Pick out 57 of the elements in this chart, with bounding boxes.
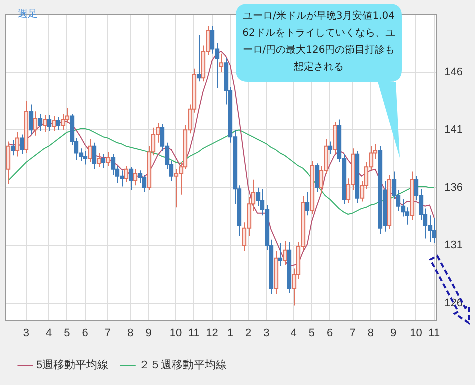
candlestick [33,111,38,136]
candlestick [133,168,138,186]
x-tick-label: 6 [327,327,334,340]
x-tick-label: 7 [350,327,356,340]
candlestick [15,132,20,158]
candlestick [43,114,48,133]
legend-label: 5週移動平均線 [36,360,109,372]
candlestick [83,150,88,166]
candlestick [197,34,202,82]
x-tick-label: 11 [428,327,440,340]
x-tick-label: 5 [308,327,316,340]
candlestick [101,154,106,169]
x-tick-label: 9 [390,327,397,340]
candlestick [305,192,310,216]
candlestick [283,240,288,266]
candlestick [219,53,224,73]
candlestick [106,152,111,166]
candlestick [278,242,283,267]
candlestick [142,174,147,194]
x-tick-label: 3 [264,327,270,340]
candlestick [315,163,320,194]
x-tick-label: 3 [23,327,30,340]
x-tick-label: 5 [64,327,70,340]
candlestick [97,152,102,168]
x-tick-label: 1 [227,327,234,340]
x-tick-label: 4 [46,327,52,340]
x-tick-label: 8 [368,327,374,340]
candlestick [6,141,11,185]
x-tick-label: 6 [82,327,88,340]
annotation: 週足 [18,8,38,21]
candlestick [129,166,134,191]
candlestick [11,140,16,156]
candlestick [47,114,52,132]
candlestick [52,116,57,132]
y-tick-label: 136 [444,182,464,194]
candlestick [124,165,129,183]
candlestick [38,113,43,132]
x-tick-label: 10 [170,327,182,340]
candlestick [20,134,25,155]
y-tick-label: 146 [444,66,464,78]
candlestick [92,142,97,170]
x-tick-label: 9 [146,327,152,340]
x-tick-label: 7 [104,327,112,340]
x-tick-label: 10 [410,327,422,340]
y-tick-label: 141 [444,124,464,136]
candlestick [56,116,61,131]
x-tick-label: 2 [245,327,252,340]
x-tick-label: 4 [290,327,297,340]
legend-label: ２５週移動平均線 [139,360,228,372]
candlestick [88,138,93,163]
x-tick-label: 12 [206,327,218,340]
x-tick-label: 11 [188,327,200,340]
candlestick [29,104,34,136]
annotation: ユーロ/米ドルが早晩3月安値1.0462ドルをトライしていくなら、ユーロ/円の最大126円の節目打診も想定される [242,10,396,75]
candlestick [328,141,333,155]
x-tick-label: 8 [128,327,134,340]
y-tick-label: 131 [444,240,464,252]
